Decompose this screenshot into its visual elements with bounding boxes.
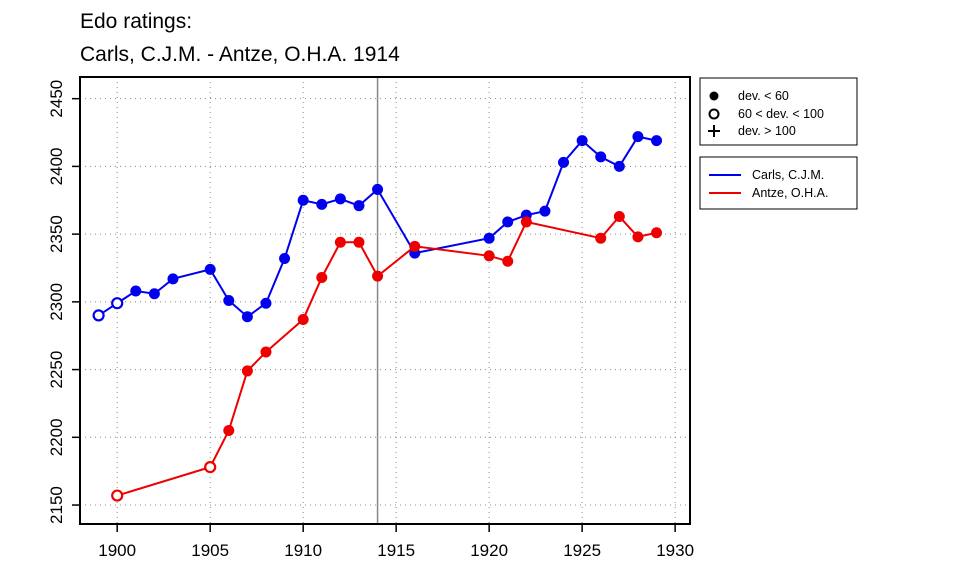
marker-legend-box <box>699 77 858 146</box>
legend-carls-label: Carls, C.J.M. <box>752 168 824 182</box>
data-point-0-19 <box>539 205 551 217</box>
chart-title-line-2: Carls, C.J.M. - Antze, O.H.A. 1914 <box>80 43 400 66</box>
data-point-1-3 <box>241 365 253 377</box>
legend-plus-icon <box>708 125 720 137</box>
data-point-0-6 <box>223 295 235 306</box>
x-tick-label-1910: 1910 <box>284 541 322 560</box>
data-point-1-5 <box>297 313 309 325</box>
data-point-0-8 <box>260 297 272 309</box>
marker-legend: dev. < 60 60 < dev. < 100 dev. > 100 <box>699 77 858 146</box>
data-point-1-10 <box>409 240 421 252</box>
data-point-0-0 <box>92 309 105 322</box>
x-tick-label-1920: 1920 <box>470 541 508 560</box>
data-point-0-9 <box>279 253 291 265</box>
grid-lines <box>80 77 690 524</box>
data-point-1-12 <box>502 255 514 267</box>
y-tick-label-2400: 2400 <box>47 147 66 185</box>
data-point-0-11 <box>316 198 328 210</box>
legend-filled-circle-icon <box>709 91 719 101</box>
data-point-0-22 <box>595 151 607 163</box>
data-point-1-8 <box>353 236 365 248</box>
data-point-1-1 <box>204 461 217 474</box>
data-point-0-23 <box>613 160 625 172</box>
data-point-1-7 <box>334 236 346 248</box>
data-point-0-3 <box>148 288 160 300</box>
data-point-0-14 <box>372 183 384 195</box>
data-point-0-5 <box>204 263 216 275</box>
legend-dev-high: dev. > 100 <box>738 124 796 138</box>
data-point-0-13 <box>353 200 365 212</box>
y-tick-label-2450: 2450 <box>47 80 66 118</box>
data-point-0-16 <box>483 232 495 244</box>
y-tick-label-2150: 2150 <box>47 486 66 524</box>
x-tick-label-1915: 1915 <box>377 541 415 560</box>
series-legend-box <box>699 156 858 210</box>
data-point-1-13 <box>520 216 532 228</box>
legend-dev-mid: 60 < dev. < 100 <box>738 107 824 121</box>
y-tick-label-2250: 2250 <box>47 351 66 389</box>
legend-dev-low: dev. < 60 <box>738 89 789 103</box>
series-0 <box>92 131 663 323</box>
data-point-1-17 <box>651 227 663 239</box>
legend-open-circle-icon <box>708 108 720 120</box>
data-point-0-24 <box>632 131 644 143</box>
data-point-0-12 <box>334 193 346 205</box>
data-point-1-0 <box>111 489 124 502</box>
data-point-1-2 <box>223 425 235 437</box>
data-point-0-25 <box>651 135 663 147</box>
y-tick-label-2200: 2200 <box>47 418 66 456</box>
data-point-0-7 <box>241 311 253 323</box>
plot-frame <box>79 76 691 525</box>
data-point-1-16 <box>632 231 644 243</box>
x-tick-label-1925: 1925 <box>563 541 601 560</box>
data-point-1-4 <box>260 346 272 358</box>
data-point-1-15 <box>613 211 625 223</box>
x-tick-label-1900: 1900 <box>98 541 136 560</box>
series-legend: Carls, C.J.M. Antze, O.H.A. <box>699 156 858 210</box>
data-point-1-14 <box>595 232 607 244</box>
y-tick-label-2300: 2300 <box>47 283 66 321</box>
series-line-1 <box>116 215 657 497</box>
data-point-0-17 <box>502 216 514 228</box>
x-tick-label-1905: 1905 <box>191 541 229 560</box>
y-axis: 2150 2200 2250 2300 2350 2400 2450 <box>47 80 80 524</box>
data-point-0-2 <box>130 285 142 297</box>
y-tick-label-2350: 2350 <box>47 215 66 253</box>
data-point-1-9 <box>372 270 384 282</box>
data-point-0-21 <box>576 135 588 147</box>
x-axis: 1900 1905 1910 1915 1920 1925 1930 <box>98 524 694 560</box>
data-point-0-4 <box>167 273 179 285</box>
data-point-0-10 <box>297 194 309 206</box>
legend-antze-label: Antze, O.H.A. <box>752 186 828 200</box>
data-point-0-20 <box>558 156 570 168</box>
data-point-1-6 <box>316 271 328 283</box>
series-layer <box>92 131 663 502</box>
x-tick-label-1930: 1930 <box>656 541 694 560</box>
data-point-1-11 <box>483 250 495 262</box>
series-1 <box>111 211 663 502</box>
data-point-0-1 <box>111 297 124 310</box>
chart-title-line-1: Edo ratings: <box>80 10 192 33</box>
